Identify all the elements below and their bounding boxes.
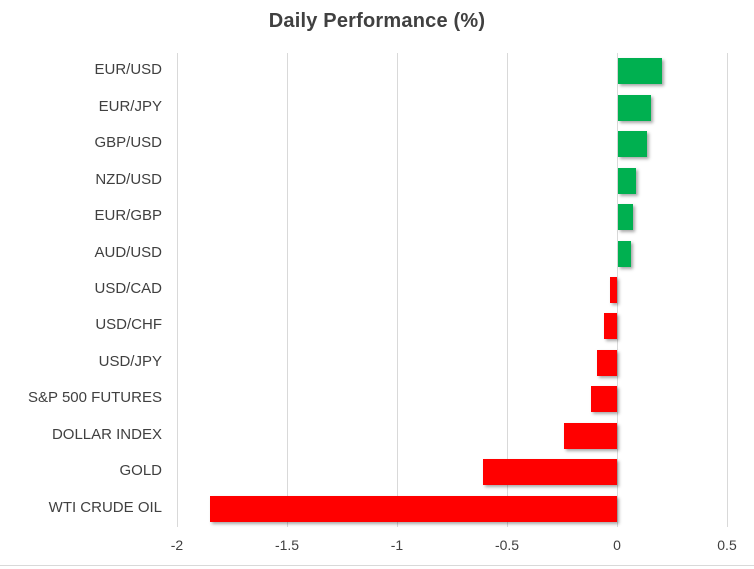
bar-gold [483,459,617,485]
tick-label--2: -2 [170,537,184,553]
bar-aud-usd [618,241,631,267]
gridline--2 [177,53,178,527]
bar-gbp-usd [618,131,647,157]
category-label-eur-jpy: EUR/JPY [98,98,162,115]
bar-eur-gbp [618,204,633,230]
bar-s-p-500-futures [591,386,617,412]
gridline--0.5 [507,53,508,527]
bar-usd-jpy [597,350,617,376]
category-label-s-p-500-futures: S&P 500 FUTURES [28,389,162,406]
gridline-0.5 [727,53,728,527]
tick-label-0.5: 0.5 [717,537,737,553]
category-label-gbp-usd: GBP/USD [94,134,162,151]
category-label-usd-cad: USD/CAD [94,280,162,297]
category-label-gold: GOLD [119,462,162,479]
tick-label--0.5: -0.5 [494,537,520,553]
chart-border [0,565,754,566]
bar-usd-chf [604,313,617,339]
category-label-dollar-index: DOLLAR INDEX [51,426,162,443]
category-label-eur-gbp: EUR/GBP [94,207,162,224]
category-label-nzd-usd: NZD/USD [95,171,162,188]
bar-usd-cad [610,277,617,303]
gridline--1 [397,53,398,527]
plot-area [177,53,728,527]
category-label-eur-usd: EUR/USD [94,61,162,78]
bar-eur-jpy [618,95,651,121]
tick-label--1: -1 [390,537,404,553]
bar-eur-usd [618,58,662,84]
tick-label--1.5: -1.5 [274,537,300,553]
bar-nzd-usd [618,168,636,194]
bar-dollar-index [564,423,617,449]
bar-wti-crude-oil [210,496,617,522]
gridline--1.5 [287,53,288,527]
tick-label-0: 0 [613,537,621,553]
gridline-0 [617,53,618,527]
category-label-usd-chf: USD/CHF [95,316,162,333]
category-label-usd-jpy: USD/JPY [98,353,162,370]
category-label-aud-usd: AUD/USD [94,244,162,261]
category-label-wti-crude-oil: WTI CRUDE OIL [48,499,162,516]
chart-title: Daily Performance (%) [268,10,486,32]
